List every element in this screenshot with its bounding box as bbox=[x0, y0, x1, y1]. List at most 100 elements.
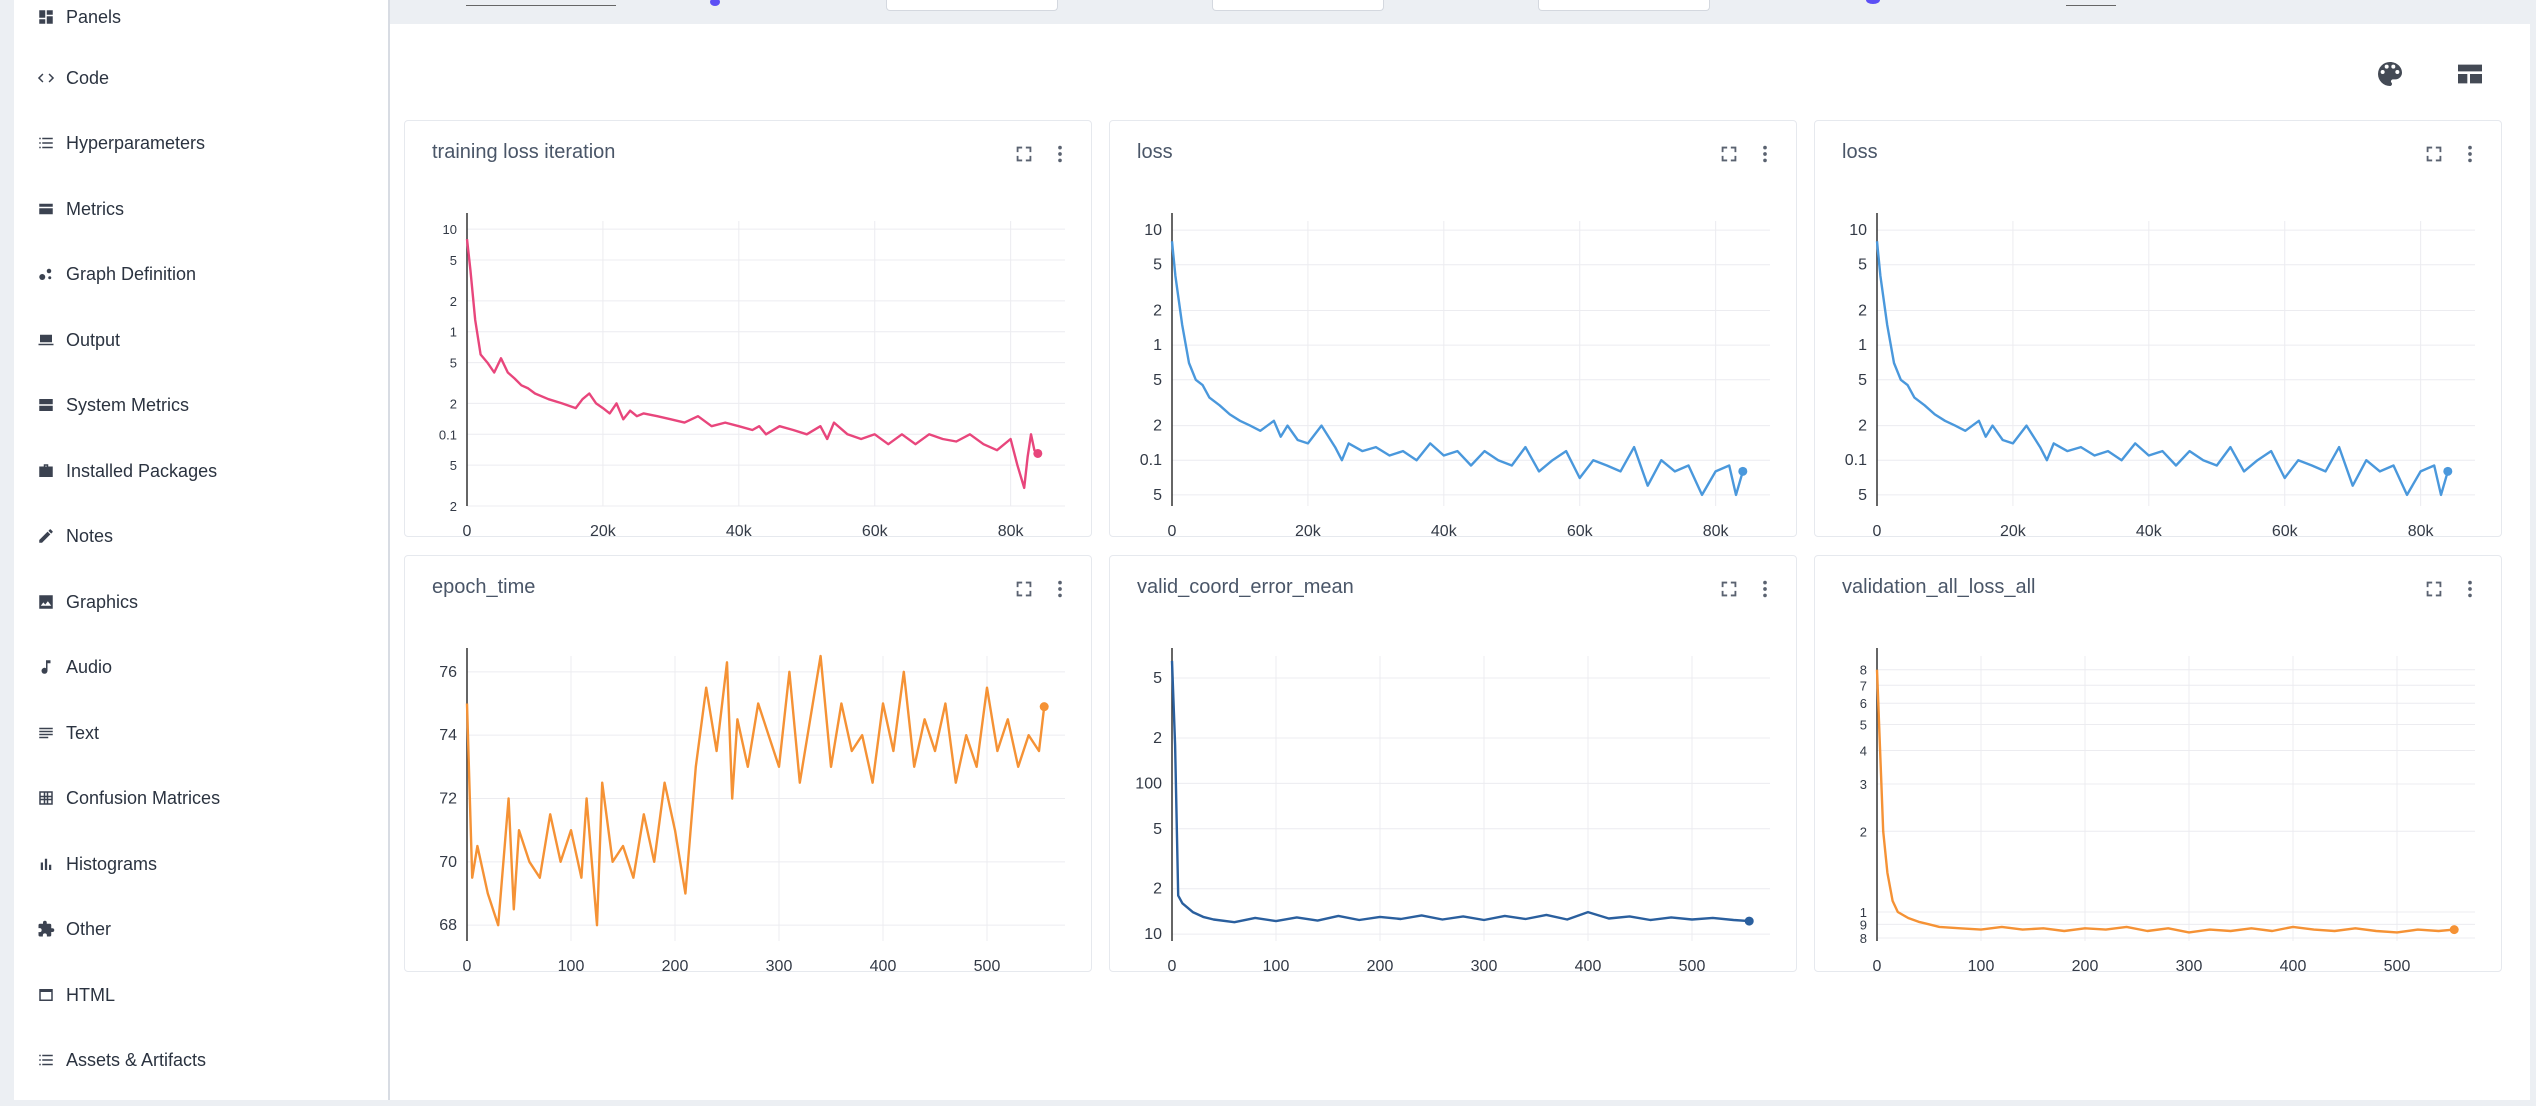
more-vert-icon[interactable] bbox=[1047, 576, 1073, 602]
series-line[interactable] bbox=[1170, 660, 1750, 924]
fullscreen-icon[interactable] bbox=[1716, 576, 1742, 602]
sidebar-item-code[interactable]: Code bbox=[36, 58, 109, 98]
sidebar-item-label: Assets & Artifacts bbox=[66, 1049, 207, 1070]
series-last-point[interactable] bbox=[1033, 448, 1043, 458]
y-tick-label: 2 bbox=[450, 396, 457, 411]
sidebar-item-other[interactable]: Other bbox=[36, 909, 111, 949]
y-tick-label: 10 bbox=[1144, 926, 1162, 943]
sidebar-item-audio[interactable]: Audio bbox=[36, 647, 112, 687]
sidebar-item-hyperparameters[interactable]: Hyperparameters bbox=[36, 123, 205, 163]
series-last-point[interactable] bbox=[1738, 466, 1748, 476]
filter-select-1[interactable] bbox=[886, 0, 1058, 11]
x-tick-label: 0 bbox=[1168, 958, 1177, 971]
y-tick-label: 2 bbox=[1858, 418, 1867, 435]
sidebar-item-label: Hyperparameters bbox=[66, 132, 206, 153]
more-vert-icon[interactable] bbox=[1047, 141, 1073, 167]
x-tick-label: 0 bbox=[1873, 523, 1882, 536]
x-tick-label: 40k bbox=[2136, 523, 2163, 536]
text-icon bbox=[36, 723, 56, 743]
more-vert-icon[interactable] bbox=[2457, 141, 2483, 167]
filter-settings-icon[interactable] bbox=[710, 0, 720, 6]
y-tick-label: 5 bbox=[1858, 257, 1867, 274]
sidebar-item-label: Metrics bbox=[66, 198, 124, 219]
sidebar-item-label: Panels bbox=[66, 6, 122, 27]
sidebar-item-system-metrics[interactable]: System Metrics bbox=[36, 385, 189, 425]
sidebar-item-installed-packages[interactable]: Installed Packages bbox=[36, 451, 217, 491]
sidebar-item-assets-artifacts[interactable]: Assets & Artifacts bbox=[36, 1040, 206, 1080]
y-tick-label: 76 bbox=[439, 664, 457, 681]
x-tick-label: 500 bbox=[1679, 958, 1706, 971]
smoothing-input[interactable] bbox=[2066, 5, 2116, 6]
sidebar-item-label: Confusion Matrices bbox=[66, 787, 221, 808]
chart-plot: 0 100 200 300 400 500 68 70 72 74 76 bbox=[439, 648, 1065, 971]
x-tick-label: 100 bbox=[558, 958, 585, 971]
sidebar-item-label: Graph Definition bbox=[66, 263, 197, 284]
panels-icon bbox=[36, 7, 56, 27]
sidebar-item-graphics[interactable]: Graphics bbox=[36, 582, 138, 622]
sidebar-item-histograms[interactable]: Histograms bbox=[36, 844, 157, 884]
sidebar-item-panels[interactable]: Panels bbox=[36, 0, 121, 37]
x-tick-label: 0 bbox=[463, 523, 472, 536]
x-tick-label: 200 bbox=[662, 958, 689, 971]
y-tick-label: 2 bbox=[1153, 881, 1162, 898]
y-tick-label: 8 bbox=[1860, 931, 1867, 946]
sidebar-item-metrics[interactable]: Metrics bbox=[36, 189, 124, 229]
sidebar-item-text[interactable]: Text bbox=[36, 713, 99, 753]
x-tick-label: 40k bbox=[1431, 523, 1458, 536]
y-tick-label: 0.1 bbox=[1845, 452, 1867, 469]
y-tick-label: 1 bbox=[1858, 337, 1867, 354]
x-tick-label: 100 bbox=[1968, 958, 1995, 971]
fullscreen-icon[interactable] bbox=[2421, 141, 2447, 167]
sidebar: Panels Code Hyperparameters Metrics Graph De… bbox=[14, 0, 390, 1100]
x-tick-label: 300 bbox=[2176, 958, 2203, 971]
name-filter-input[interactable] bbox=[466, 5, 616, 6]
toggle-indicator[interactable] bbox=[1866, 0, 1880, 4]
series-line[interactable] bbox=[465, 238, 1039, 490]
palette-icon[interactable] bbox=[2370, 54, 2410, 94]
panels-area: 0 20k 40k 60k 80k 10 5 2 1 5 2 0.1 5 2 training loss i… bbox=[390, 24, 2530, 1100]
fullscreen-icon[interactable] bbox=[1011, 141, 1037, 167]
series-last-point[interactable] bbox=[2443, 466, 2453, 476]
y-tick-label: 8 bbox=[1860, 663, 1867, 678]
y-tick-label: 2 bbox=[1153, 418, 1162, 435]
sidebar-item-label: Text bbox=[66, 722, 100, 743]
more-vert-icon[interactable] bbox=[2457, 576, 2483, 602]
series-last-point[interactable] bbox=[1744, 916, 1754, 926]
sidebar-item-graph-definition[interactable]: Graph Definition bbox=[36, 254, 196, 294]
chart-title: loss bbox=[1842, 141, 1878, 163]
more-vert-icon[interactable] bbox=[1752, 141, 1778, 167]
series-line[interactable] bbox=[1875, 669, 2455, 934]
series-line[interactable] bbox=[1875, 241, 2449, 497]
sidebar-item-label: Output bbox=[66, 329, 121, 350]
x-tick-label: 0 bbox=[1873, 958, 1882, 971]
x-tick-label: 80k bbox=[2408, 523, 2435, 536]
x-tick-label: 100 bbox=[1263, 958, 1290, 971]
music-note-icon bbox=[36, 657, 56, 677]
sidebar-item-html[interactable]: HTML bbox=[36, 975, 115, 1015]
filter-select-2[interactable] bbox=[1212, 0, 1384, 11]
fullscreen-icon[interactable] bbox=[1716, 141, 1742, 167]
y-tick-label: 2 bbox=[1153, 730, 1162, 747]
sidebar-item-confusion-matrices[interactable]: Confusion Matrices bbox=[36, 778, 220, 818]
sidebar-item-notes[interactable]: Notes bbox=[36, 516, 113, 556]
y-tick-label: 68 bbox=[439, 917, 457, 934]
y-tick-label: 3 bbox=[1860, 777, 1867, 792]
filter-select-3[interactable] bbox=[1538, 0, 1710, 11]
series-last-point[interactable] bbox=[1039, 702, 1049, 712]
fullscreen-icon[interactable] bbox=[1011, 576, 1037, 602]
y-tick-label: 5 bbox=[450, 356, 457, 371]
sidebar-item-output[interactable]: Output bbox=[36, 320, 120, 360]
y-tick-label: 70 bbox=[439, 854, 457, 871]
layout-icon[interactable] bbox=[2450, 54, 2490, 94]
series-last-point[interactable] bbox=[2449, 925, 2459, 935]
fullscreen-icon[interactable] bbox=[2421, 576, 2447, 602]
sidebar-item-label: Installed Packages bbox=[66, 460, 218, 481]
series-line[interactable] bbox=[1170, 241, 1744, 497]
y-tick-label: 6 bbox=[1860, 696, 1867, 711]
y-tick-label: 2 bbox=[450, 294, 457, 309]
more-vert-icon[interactable] bbox=[1752, 576, 1778, 602]
series-line[interactable] bbox=[465, 654, 1046, 927]
y-tick-label: 0.1 bbox=[439, 427, 457, 442]
y-tick-label: 1 bbox=[450, 325, 457, 340]
